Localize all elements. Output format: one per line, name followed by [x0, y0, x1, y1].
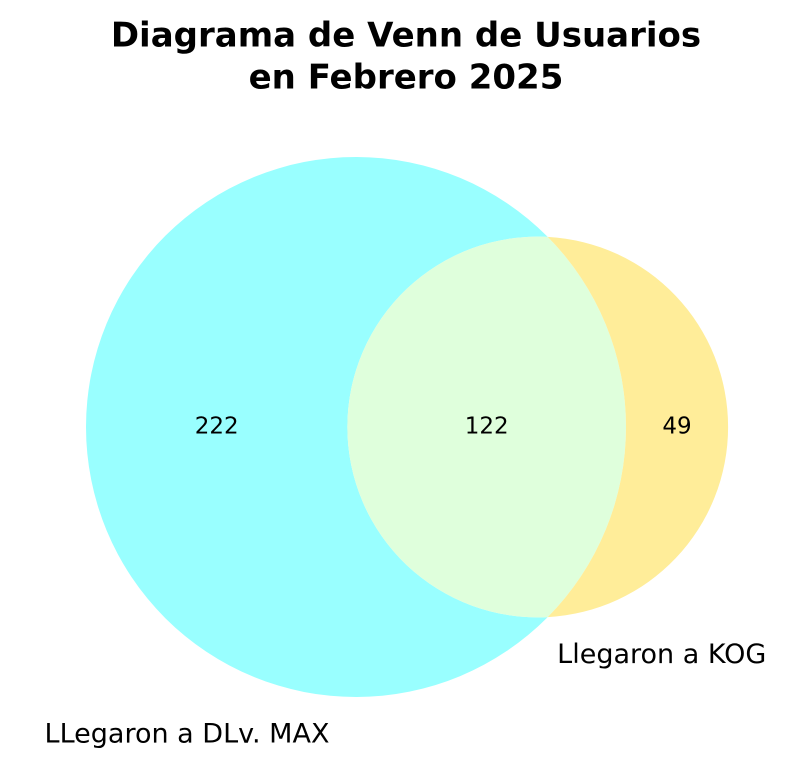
set-label: Llegaron a KOG	[557, 639, 766, 670]
venn-region	[86, 157, 548, 698]
set-label: LLegaron a DLv. MAX	[45, 719, 330, 750]
venn-region	[547, 236, 729, 618]
venn-regions	[86, 157, 729, 698]
value-label: 49	[662, 414, 691, 440]
chart-title: en Febrero 2025	[249, 58, 564, 98]
value-label: 222	[195, 414, 239, 440]
chart-title: Diagrama de Venn de Usuarios	[111, 16, 701, 56]
venn-region	[347, 236, 627, 618]
value-label: 122	[465, 414, 509, 440]
